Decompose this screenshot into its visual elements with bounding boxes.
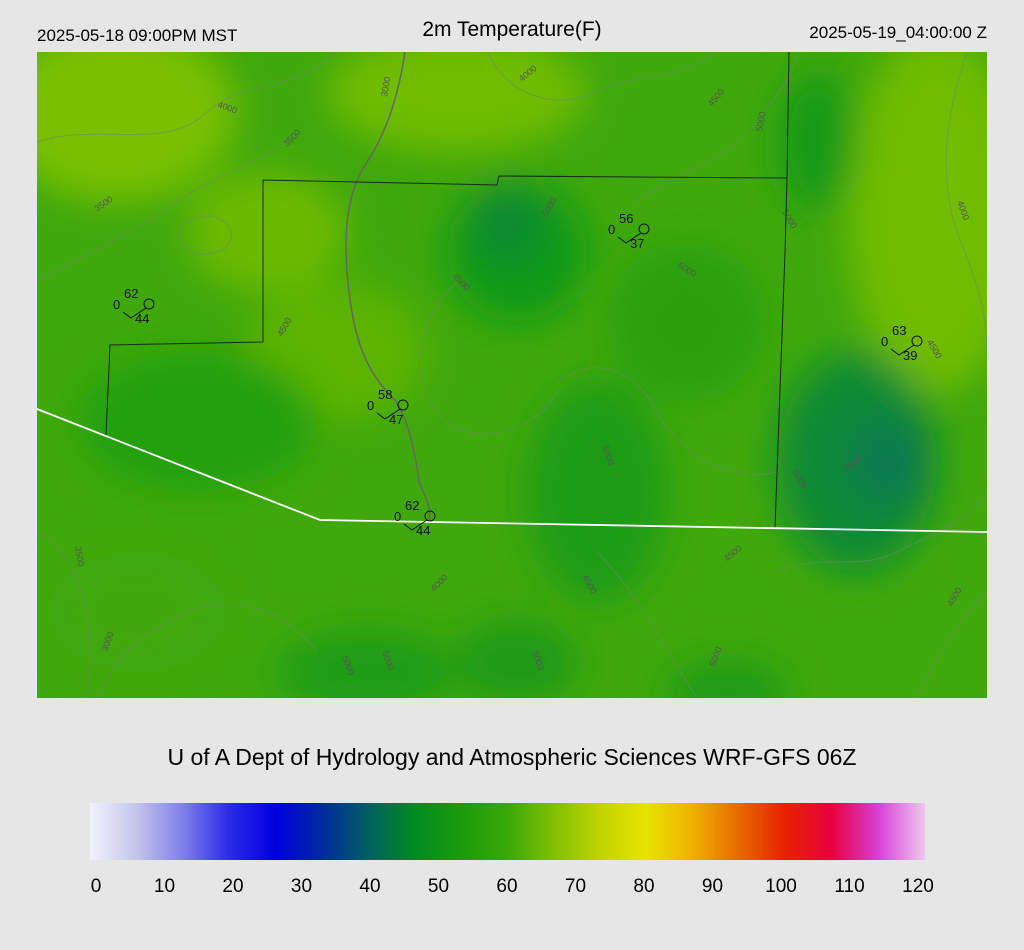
credit-line: U of A Dept of Hydrology and Atmospheric… [167, 744, 857, 770]
river [345, 52, 431, 523]
color-bar-tick-label: 0 [90, 876, 102, 897]
station-dewpoint: 44 [135, 311, 149, 326]
color-bar-tick-label: 90 [701, 876, 724, 897]
wind-barb [890, 344, 915, 356]
color-bar-tick-label: 110 [834, 876, 865, 897]
temperature-map: 3500 4000 3500 3000 4000 4500 5000 5000 … [37, 52, 987, 698]
temperature-shading [37, 52, 987, 698]
station-temperature: 62 [124, 286, 138, 301]
station-temperature: 56 [619, 211, 633, 226]
color-bar-tick-label: 80 [633, 876, 655, 897]
station-plot: 58 0 47 [367, 387, 409, 427]
color-bar-tick-label: 50 [427, 876, 450, 897]
color-bar-tick-label: 10 [153, 876, 176, 897]
station-wind-speed: 0 [881, 334, 888, 349]
station-plot: 63 0 39 [881, 323, 923, 363]
station-circle [143, 298, 155, 310]
state-border [37, 408, 987, 533]
station-wind-speed: 0 [367, 398, 374, 413]
elevation-contours [37, 52, 987, 698]
station-plot: 56 0 37 [608, 211, 650, 251]
station-temperature: 58 [378, 387, 392, 402]
station-wind-speed: 0 [608, 222, 615, 237]
wind-barb [122, 307, 147, 319]
map-title: 2m Temperature(F) [422, 18, 602, 41]
station-plots: 62 0 44 56 0 37 63 0 39 58 0 47 62 0 44 [113, 211, 923, 538]
station-temperature: 62 [405, 498, 419, 513]
station-circle [638, 223, 650, 235]
color-bar [90, 803, 925, 860]
valid-time-utc: 2025-05-19_04:00:00 Z [809, 23, 987, 42]
station-wind-speed: 0 [394, 509, 401, 524]
contour-label: 3000 [379, 76, 392, 97]
station-plot: 62 0 44 [113, 286, 155, 326]
station-dewpoint: 47 [389, 412, 403, 427]
color-bar-tick-label: 20 [222, 876, 244, 897]
station-circle [397, 399, 409, 411]
contour-label: 3500 [73, 546, 86, 567]
color-bar-tick-label: 70 [564, 876, 587, 897]
county-boundary [105, 52, 790, 529]
color-bar-tick-label: 60 [496, 876, 518, 897]
station-dewpoint: 37 [630, 236, 644, 251]
station-wind-speed: 0 [113, 297, 120, 312]
valid-time-local: 2025-05-18 09:00PM MST [37, 26, 238, 45]
color-bar-tick-label: 40 [359, 876, 381, 897]
station-plot: 62 0 44 [394, 498, 436, 538]
station-circle [424, 510, 436, 522]
contour-label: 5000 [754, 111, 767, 132]
color-bar-tick-label: 100 [765, 876, 797, 897]
station-circle [911, 335, 923, 347]
station-temperature: 63 [892, 323, 906, 338]
wind-barb [617, 232, 642, 244]
color-bar-tick-label: 120 [902, 876, 934, 897]
wind-barb [376, 408, 401, 420]
station-dewpoint: 39 [903, 348, 917, 363]
wind-barb [403, 519, 428, 531]
station-dewpoint: 44 [416, 523, 430, 538]
color-bar-tick-label: 30 [290, 876, 313, 897]
